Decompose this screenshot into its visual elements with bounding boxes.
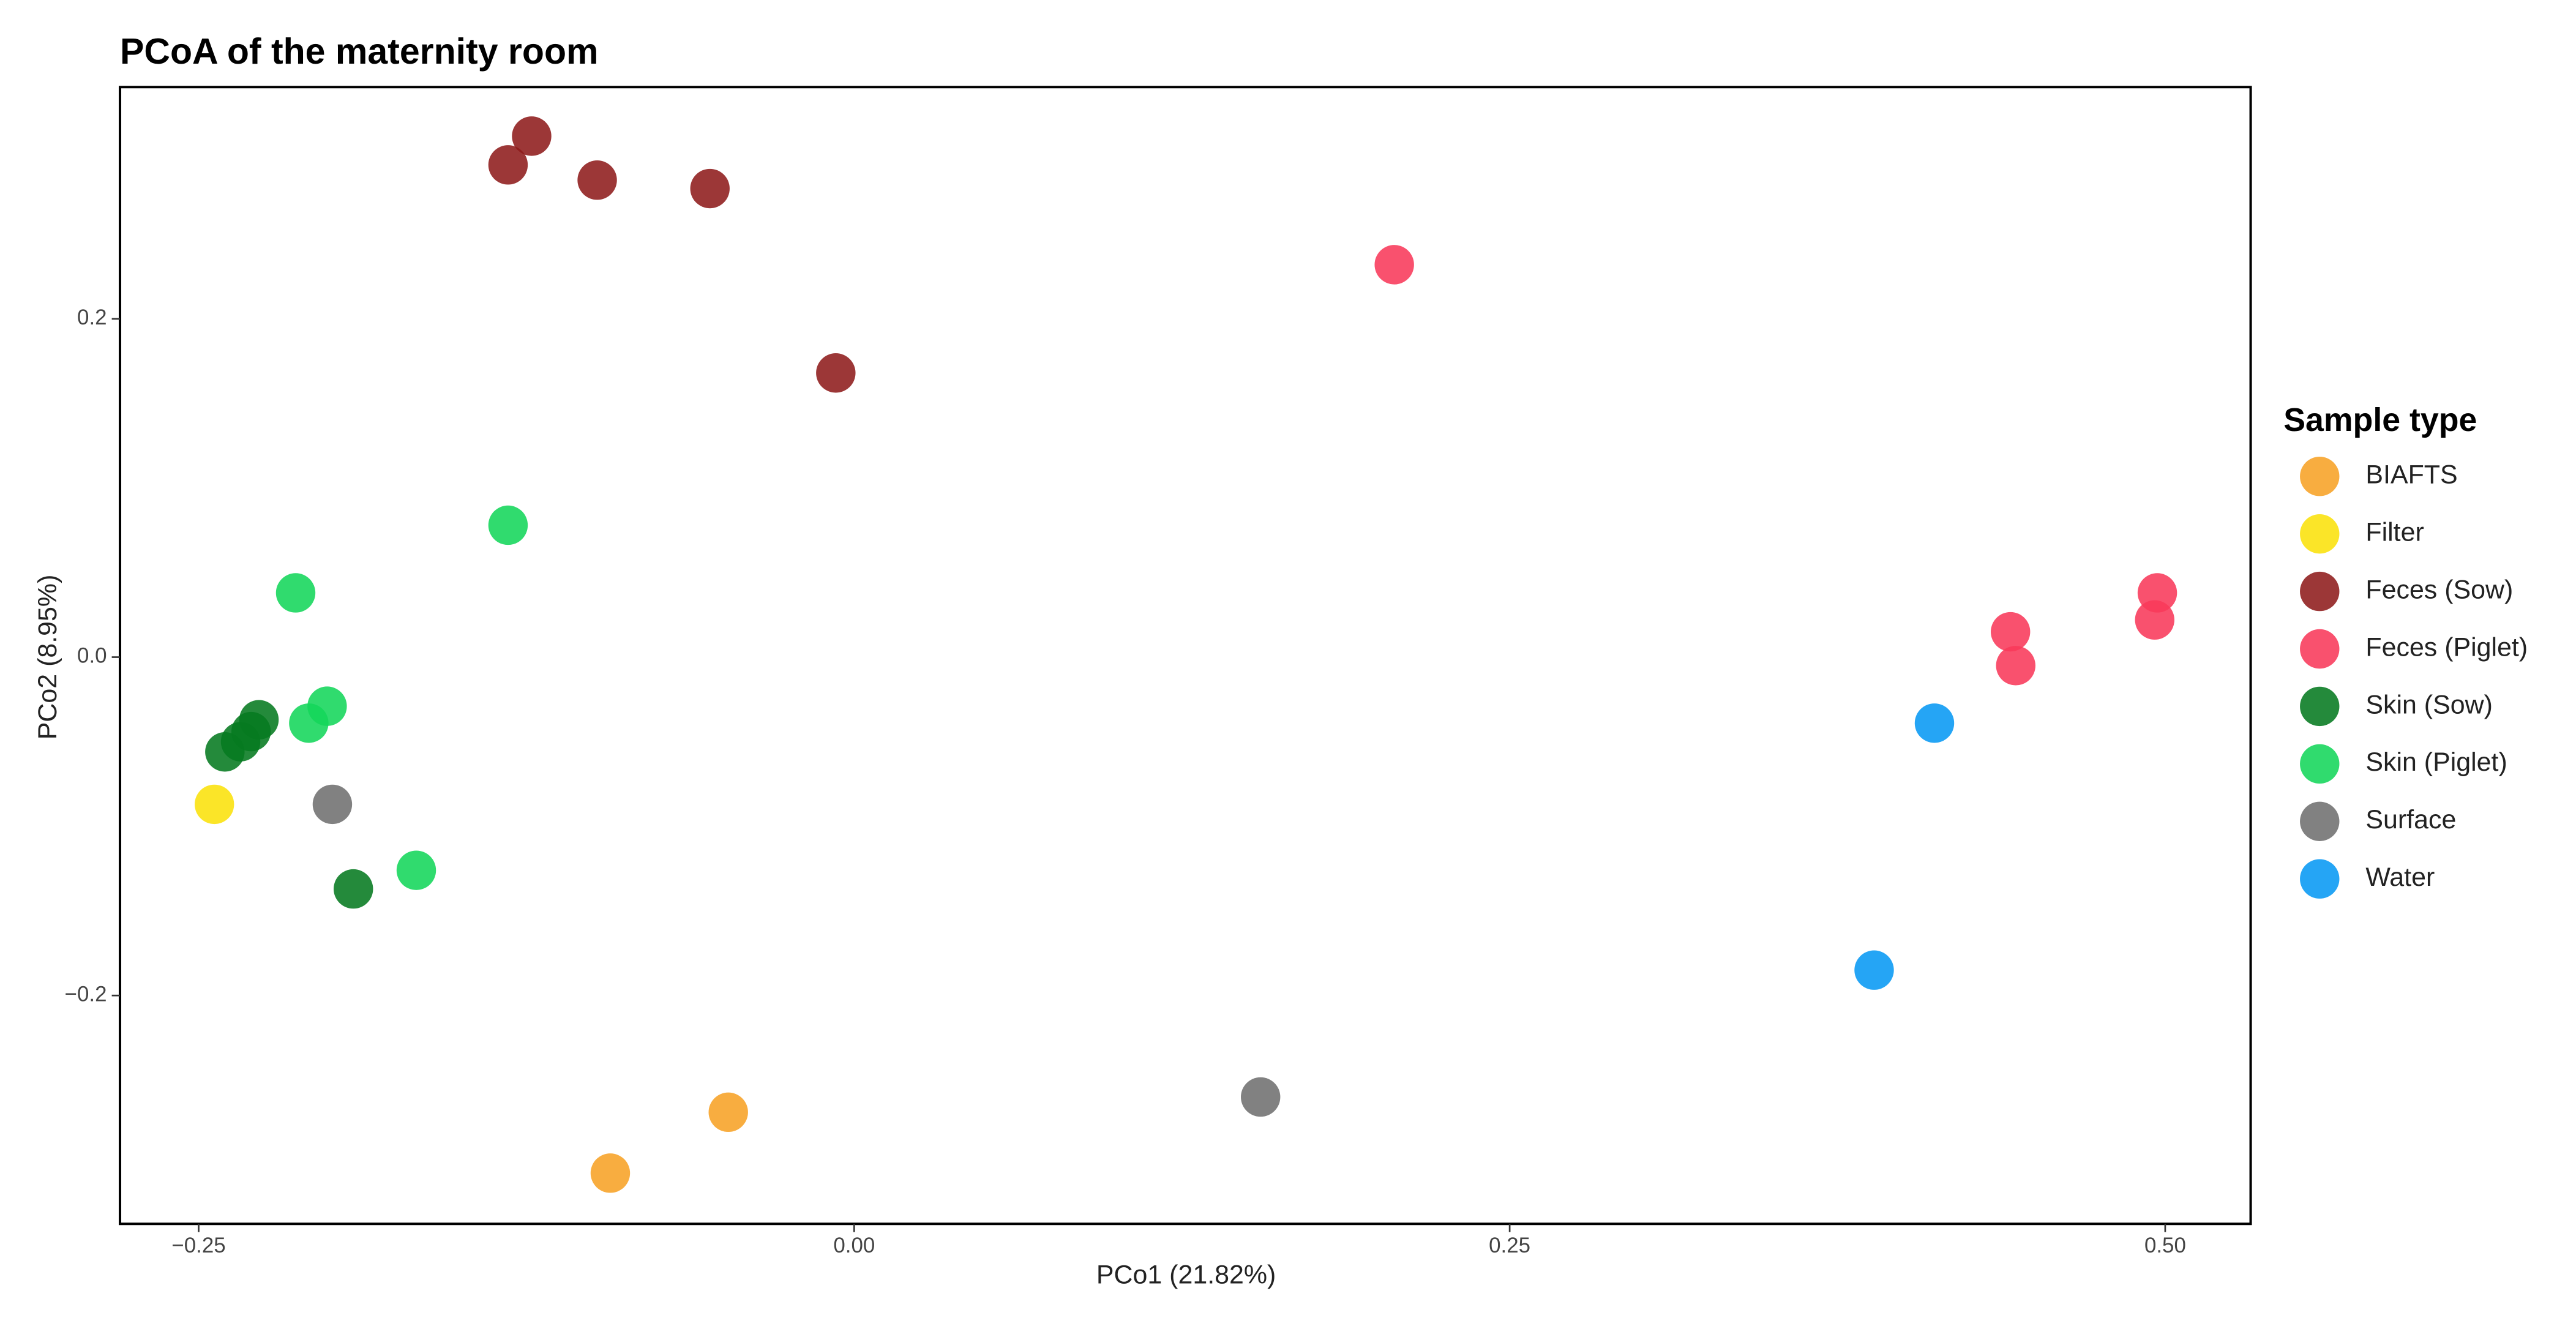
point — [1854, 950, 1894, 990]
legend-label: Feces (Sow) — [2365, 575, 2513, 604]
x-axis-label: PCo1 (21.82%) — [1096, 1260, 1276, 1289]
point — [590, 1153, 631, 1193]
point — [488, 145, 528, 185]
point — [1996, 646, 2035, 686]
legend-title: Sample type — [2283, 402, 2477, 438]
x-tick-label: 0.50 — [2144, 1234, 2186, 1257]
point — [312, 784, 353, 825]
y-tick-label: 0.0 — [77, 644, 107, 668]
plot-frame — [118, 86, 2252, 1226]
x-tick-label: 0.25 — [1489, 1234, 1530, 1257]
y-tick-label: 0.2 — [77, 305, 107, 329]
legend-label: Skin (Sow) — [2365, 690, 2493, 719]
point — [1374, 245, 1414, 285]
legend-swatch — [2300, 571, 2340, 612]
point — [488, 505, 528, 545]
point — [334, 869, 373, 909]
point — [690, 168, 730, 209]
point — [396, 850, 436, 890]
legend-swatch — [2300, 457, 2340, 496]
point — [512, 116, 552, 156]
legend-label: Skin (Piglet) — [2365, 747, 2507, 777]
legend-swatch — [2300, 859, 2340, 899]
legend-swatch — [2300, 744, 2340, 784]
y-tick-label: −0.2 — [65, 982, 107, 1006]
legend-label: Filter — [2365, 517, 2424, 547]
point — [275, 573, 316, 613]
legend-label: Water — [2365, 863, 2435, 892]
legend-swatch — [2300, 801, 2340, 841]
point — [1914, 703, 1955, 743]
chart-title: PCoA of the maternity room — [120, 31, 598, 72]
point — [708, 1092, 748, 1133]
x-tick-label: 0.00 — [833, 1234, 875, 1257]
point — [1991, 612, 2031, 652]
point — [195, 784, 234, 825]
legend-swatch — [2300, 629, 2340, 669]
point — [289, 703, 329, 743]
legend-swatch — [2300, 514, 2340, 554]
point — [1241, 1077, 1281, 1117]
legend-label: BIAFTS — [2365, 460, 2457, 490]
legend-label: Feces (Piglet) — [2365, 632, 2528, 662]
legend-label: Surface — [2365, 805, 2456, 834]
y-axis-label: PCo2 (8.95%) — [33, 575, 62, 740]
point — [816, 353, 856, 393]
point — [239, 700, 279, 740]
x-tick-label: −0.25 — [171, 1234, 225, 1257]
legend-swatch — [2300, 686, 2340, 727]
point — [577, 160, 617, 200]
point — [2135, 600, 2174, 640]
